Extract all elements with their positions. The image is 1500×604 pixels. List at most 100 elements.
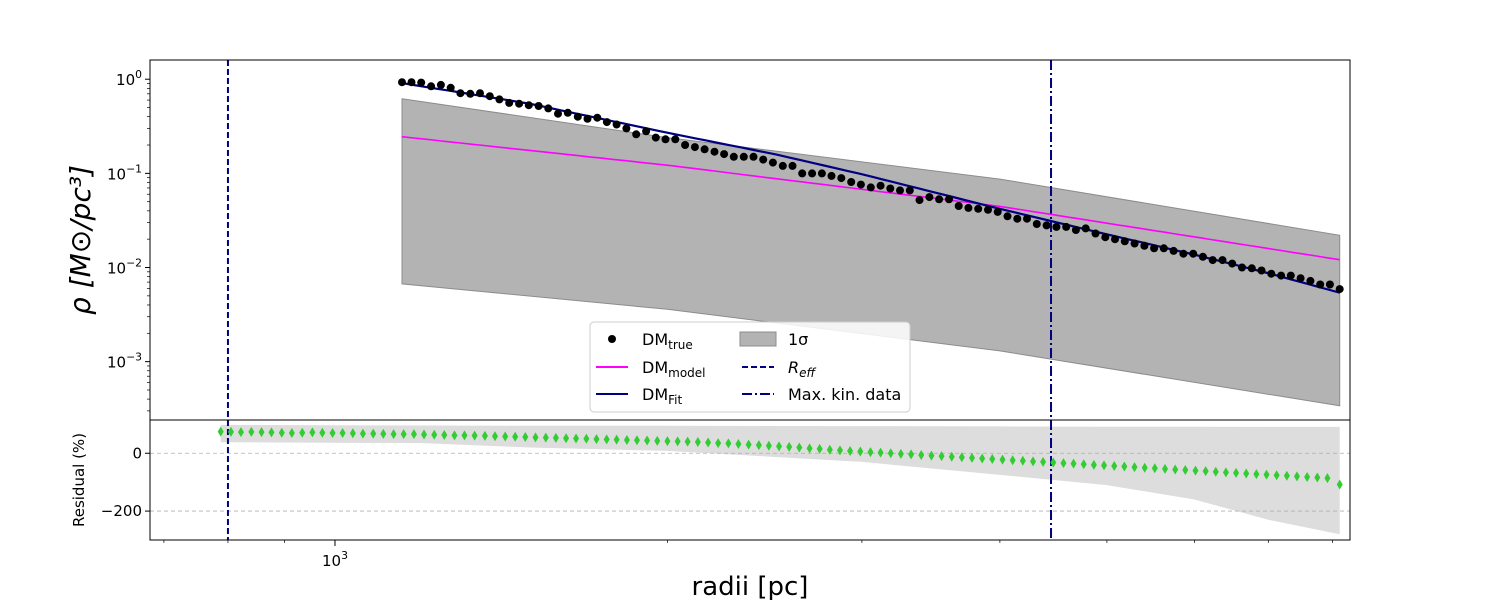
residual-point — [745, 439, 752, 450]
residual-point — [1151, 463, 1158, 474]
residual-point — [1060, 458, 1067, 469]
residual-point — [836, 445, 843, 456]
dm-true-point — [827, 171, 836, 180]
dm-true-point — [700, 145, 709, 154]
residual-point — [918, 449, 925, 460]
dm-true-point — [1071, 226, 1080, 234]
legend-marker-sigma — [739, 331, 777, 347]
residual-point — [1283, 470, 1290, 481]
residual-point — [1273, 470, 1280, 481]
dm-true-point — [661, 135, 670, 144]
residual-point — [674, 436, 681, 447]
residual-point — [1090, 459, 1097, 470]
dm-true-point — [1101, 233, 1110, 242]
residual-point — [1253, 469, 1260, 480]
residual-point — [1141, 462, 1148, 473]
dm-true-point — [1111, 235, 1119, 244]
residual-point — [563, 433, 570, 444]
dm-true-point — [749, 152, 758, 161]
residual-point — [583, 433, 590, 444]
dm-true-point — [915, 196, 924, 205]
residual-point — [806, 443, 813, 454]
residual-point — [1212, 466, 1219, 477]
dm-true-point — [1091, 229, 1100, 238]
dm-true-point — [642, 127, 651, 136]
dm-true-point — [729, 152, 738, 161]
dm-true-point — [407, 78, 416, 87]
residual-point — [491, 431, 498, 442]
residual-point — [989, 454, 996, 465]
residual-point — [623, 434, 630, 445]
dm-true-point — [1247, 264, 1256, 273]
dm-true-point — [984, 205, 992, 214]
tick-label: 103 — [322, 549, 348, 570]
residual-point — [694, 436, 701, 447]
dm-true-point — [808, 169, 817, 178]
dm-true-point — [993, 207, 1002, 216]
dm-true-point — [476, 89, 484, 98]
residual-point — [268, 427, 275, 438]
tick-label: 0 — [132, 444, 142, 462]
tick-label: 10−3 — [107, 351, 142, 372]
residual-point — [765, 440, 772, 451]
tick-label: 10−1 — [107, 162, 142, 183]
tick-label: −200 — [101, 502, 142, 520]
dm-true-point — [1218, 256, 1227, 265]
dm-true-point — [1159, 244, 1168, 253]
residual-point — [1080, 459, 1087, 470]
dm-true-point — [1150, 244, 1159, 253]
residual-point — [299, 427, 306, 438]
residual-point — [1304, 471, 1311, 482]
dm-true-point — [1169, 246, 1178, 255]
dm-true-point — [485, 92, 494, 101]
residual-point — [451, 430, 458, 441]
residual-point — [217, 426, 224, 437]
dm-true-point — [1267, 269, 1276, 278]
residual-point — [816, 443, 823, 454]
residual-point — [502, 431, 509, 442]
residual-point — [715, 438, 722, 449]
residual-point — [542, 432, 549, 443]
residual-point — [349, 428, 356, 439]
dm-true-point — [593, 113, 602, 122]
dm-true-point — [1325, 280, 1334, 289]
residual-point — [1019, 455, 1026, 466]
residual-band — [220, 424, 1340, 535]
dm-true-point — [739, 152, 748, 161]
residual-point — [664, 436, 671, 447]
dm-true-point — [466, 89, 475, 98]
residual-point — [776, 441, 783, 452]
dm-true-point — [1081, 224, 1090, 233]
legend-label-fit: DMFit — [642, 385, 682, 407]
dm-true-point — [720, 150, 729, 159]
residual-point — [887, 448, 894, 459]
residual-point — [512, 431, 519, 442]
dm-true-point — [436, 80, 445, 89]
dm-true-point — [1052, 222, 1061, 231]
residual-point — [867, 447, 874, 458]
residual-point — [532, 432, 539, 443]
sigma-band — [401, 98, 1341, 407]
dm-true-point — [417, 78, 426, 87]
dm-true-point — [427, 82, 436, 91]
residual-point — [1293, 471, 1300, 482]
residual-point — [1111, 460, 1118, 471]
residual-point — [826, 444, 833, 455]
dm-true-point — [886, 184, 895, 193]
residual-point — [370, 428, 377, 439]
tick-label: 100 — [116, 68, 142, 89]
dm-true-point — [1228, 259, 1237, 268]
residual-point — [593, 434, 600, 445]
residual-point — [847, 445, 854, 456]
residual-point — [400, 429, 407, 440]
legend-label-model: DMmodel — [642, 358, 706, 380]
dm-true-point — [925, 193, 934, 202]
dm-true-point — [896, 186, 904, 195]
residual-point — [237, 427, 244, 438]
residual-point — [1121, 461, 1128, 472]
residual-point — [999, 454, 1006, 465]
dm-true-point — [544, 104, 553, 113]
dm-true-point — [398, 78, 406, 87]
dm-true-point — [1238, 263, 1246, 272]
y-axis-label-density: ρ [M⊙/pc³] — [64, 165, 97, 315]
